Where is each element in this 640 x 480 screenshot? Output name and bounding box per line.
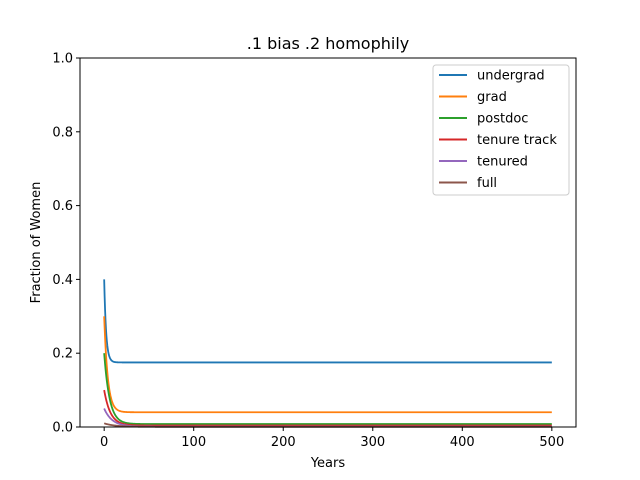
legend: undergrad grad postdoc tenure track tenured f… [432,64,570,196]
x-tick-label: 400 [450,435,475,450]
y-tick-label: 0.8 [52,125,73,140]
y-axis: 0.0 0.2 0.4 0.6 0.8 1.0 [52,52,80,436]
series-line-undergrad [103,279,552,364]
x-tick-label: 300 [360,435,385,450]
plot-lines [103,279,552,428]
y-tick-label: 0.0 [52,421,73,436]
y-tick-label: 0.4 [52,273,73,288]
x-tick-label: 200 [271,435,296,450]
x-tick-label: 500 [539,435,564,450]
legend-label: undergrad [477,69,545,84]
y-axis-title: Fraction of Women [29,182,44,304]
legend-label: grad [477,90,507,105]
legend-label: full [477,176,497,191]
legend-label: postdoc [477,112,528,127]
plot-frame [79,57,577,428]
chart-title: .1 bias .2 homophily [247,34,410,53]
series-line-postdoc [103,353,552,425]
legend-box [432,64,570,196]
x-axis: 0 100 200 300 400 500 [100,427,564,450]
series-line-tenure-track [103,389,552,427]
x-axis-title: Years [310,456,346,471]
y-tick-label: 1.0 [52,52,73,67]
y-tick-label: 0.6 [52,199,73,214]
series-line-grad [103,316,552,414]
y-tick-label: 0.2 [52,347,73,362]
x-tick-label: 100 [181,435,206,450]
legend-label: tenure track [477,133,557,148]
x-tick-label: 0 [100,435,108,450]
legend-label: tenured [477,155,528,170]
